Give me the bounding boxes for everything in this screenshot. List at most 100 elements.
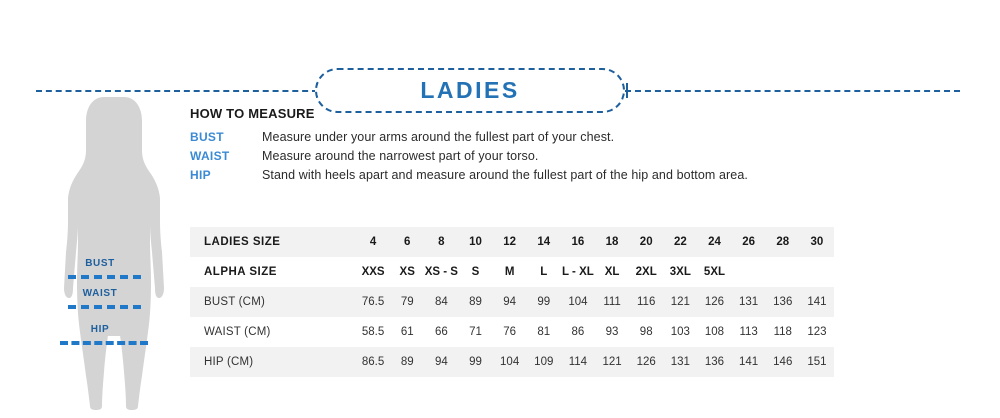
table-cell: 12 [503,236,517,248]
table-row-label: HIP (CM) [204,356,254,368]
table-cell: 104 [568,296,588,308]
table-cell: 94 [503,296,517,308]
table-cell: M [504,266,515,278]
table-cell: 94 [434,356,448,368]
table-cell: L [540,266,548,278]
table-cell: 103 [670,326,690,338]
table-cell: 22 [673,236,687,248]
table-cell: 121 [602,356,622,368]
how-to-measure-heading: HOW TO MEASURE [190,106,315,121]
hip-measure-line [60,341,148,345]
table-cell: 18 [605,236,619,248]
figure-label-waist: WAIST [82,288,118,299]
table-cell: 16 [571,236,585,248]
table-cell: XS [399,266,415,278]
table-cell: 109 [534,356,554,368]
waist-measure-line [68,305,141,309]
table-row: WAIST (CM) 58.5 61 66 71 76 81 86 93 98 103 108 113 1… [190,317,834,347]
banner-pill-outline [315,68,625,113]
figure-label-hip: HIP [90,324,110,335]
size-chart-table: LADIES SIZE 4 6 8 10 12 14 16 18 20 22 24 26 28 30 ALPH… [190,227,834,377]
how-to-measure-section: HOW TO MEASURE BUST Measure under your a… [190,106,910,187]
table-cell: 131 [739,296,759,308]
table-row-label: WAIST (CM) [204,326,271,338]
table-cell: 26 [742,236,756,248]
table-cell: 66 [434,326,448,338]
measure-term-hip: HIP [190,168,211,182]
measure-instruction-bust: BUST Measure under your arms around the … [190,130,910,144]
table-cell: 86.5 [361,356,385,368]
table-row: BUST (CM) 76.5 79 84 89 94 99 104 111 116 121 126 13… [190,287,834,317]
table-cell: 28 [776,236,790,248]
table-cell: 3XL [669,266,691,278]
table-cell: 113 [739,326,758,338]
banner-dashed-line-left [36,90,318,92]
table-row-label: LADIES SIZE [204,236,281,248]
table-cell: 76 [503,326,517,338]
table-cell: 14 [537,236,551,248]
table-row: HIP (CM) 86.5 89 94 99 104 109 114 121 126 131 136 1… [190,347,834,377]
table-cell: 151 [807,356,827,368]
table-cell: 89 [469,296,482,308]
table-cell: 20 [639,236,653,248]
table-cell: 111 [603,296,621,308]
table-cell: 98 [639,326,653,338]
figure-label-bust: BUST [85,258,115,269]
measure-term-bust: BUST [190,130,224,144]
table-row-label: BUST (CM) [204,296,266,308]
table-cell: 146 [773,356,793,368]
table-cell: 118 [773,326,792,338]
body-silhouette-figure: BUST WAIST HIP [45,92,185,412]
table-cell: XXS [361,266,385,278]
table-cell: 6 [404,236,411,248]
female-body-silhouette-icon [64,97,164,410]
table-cell: 10 [469,236,482,248]
table-cell: 2XL [635,266,657,278]
measure-instruction-waist: WAIST Measure around the narrowest part … [190,149,910,163]
banner-tick-right [626,83,628,98]
table-cell: 108 [704,326,725,338]
table-cell: 131 [670,356,690,368]
page-header-banner: LADIES [0,30,1000,113]
table-cell: 126 [636,356,656,368]
table-row-label: ALPHA SIZE [204,266,277,278]
table-cell: L - XL [562,266,594,278]
table-cell: XS - S [424,266,458,278]
table-cell: 86 [571,326,585,338]
measure-desc-waist: Measure around the narrowest part of you… [262,149,539,163]
table-cell: 93 [605,326,619,338]
table-cell: 116 [637,296,656,308]
table-row: ALPHA SIZE XXS XS XS - S S M L L - XL XL 2XL 3XL 5X… [190,257,834,287]
table-cell: 30 [810,236,824,248]
table-cell: 61 [400,326,414,338]
table-cell: 141 [807,296,827,308]
table-cell: 114 [568,356,588,368]
table-cell [766,257,800,287]
table-cell: 58.5 [361,326,385,338]
table-cell: 8 [438,236,445,248]
table-cell: 136 [704,356,725,368]
table-cell: 104 [500,356,520,368]
page-title: LADIES [420,77,520,103]
table-row: LADIES SIZE 4 6 8 10 12 14 16 18 20 22 24 26 28 30 [190,227,834,257]
measure-term-waist: WAIST [190,149,230,163]
table-cell: 123 [807,326,827,338]
table-cell: 24 [708,236,721,248]
banner-dashed-line-right [625,90,960,92]
bust-measure-line [68,275,141,279]
table-cell: 89 [400,356,414,368]
table-cell: 136 [773,296,793,308]
table-cell: S [471,266,480,278]
measure-desc-hip: Stand with heels apart and measure aroun… [262,168,748,182]
table-cell: 99 [469,356,482,368]
table-cell: 5XL [703,266,726,278]
table-cell: 99 [537,296,551,308]
table-cell: XL [604,266,620,278]
table-cell: 81 [537,326,551,338]
table-cell: 4 [369,236,377,248]
measure-instruction-hip: HIP Stand with heels apart and measure a… [190,168,910,182]
table-cell: 121 [670,296,690,308]
table-cell: 84 [434,296,448,308]
measure-desc-bust: Measure under your arms around the fulle… [262,130,615,144]
table-cell [800,257,834,287]
